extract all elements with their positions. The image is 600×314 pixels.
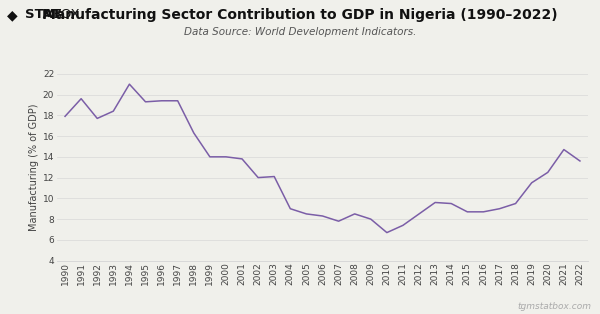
Text: ◆: ◆ [7,8,18,22]
Text: BOX: BOX [53,8,80,21]
Text: Manufacturing Sector Contribution to GDP in Nigeria (1990–2022): Manufacturing Sector Contribution to GDP… [42,8,558,22]
Text: STAT: STAT [25,8,61,21]
Text: tgmstatbox.com: tgmstatbox.com [517,302,591,311]
Y-axis label: Manufacturing (% of GDP): Manufacturing (% of GDP) [29,103,38,231]
Text: Data Source: World Development Indicators.: Data Source: World Development Indicator… [184,27,416,37]
